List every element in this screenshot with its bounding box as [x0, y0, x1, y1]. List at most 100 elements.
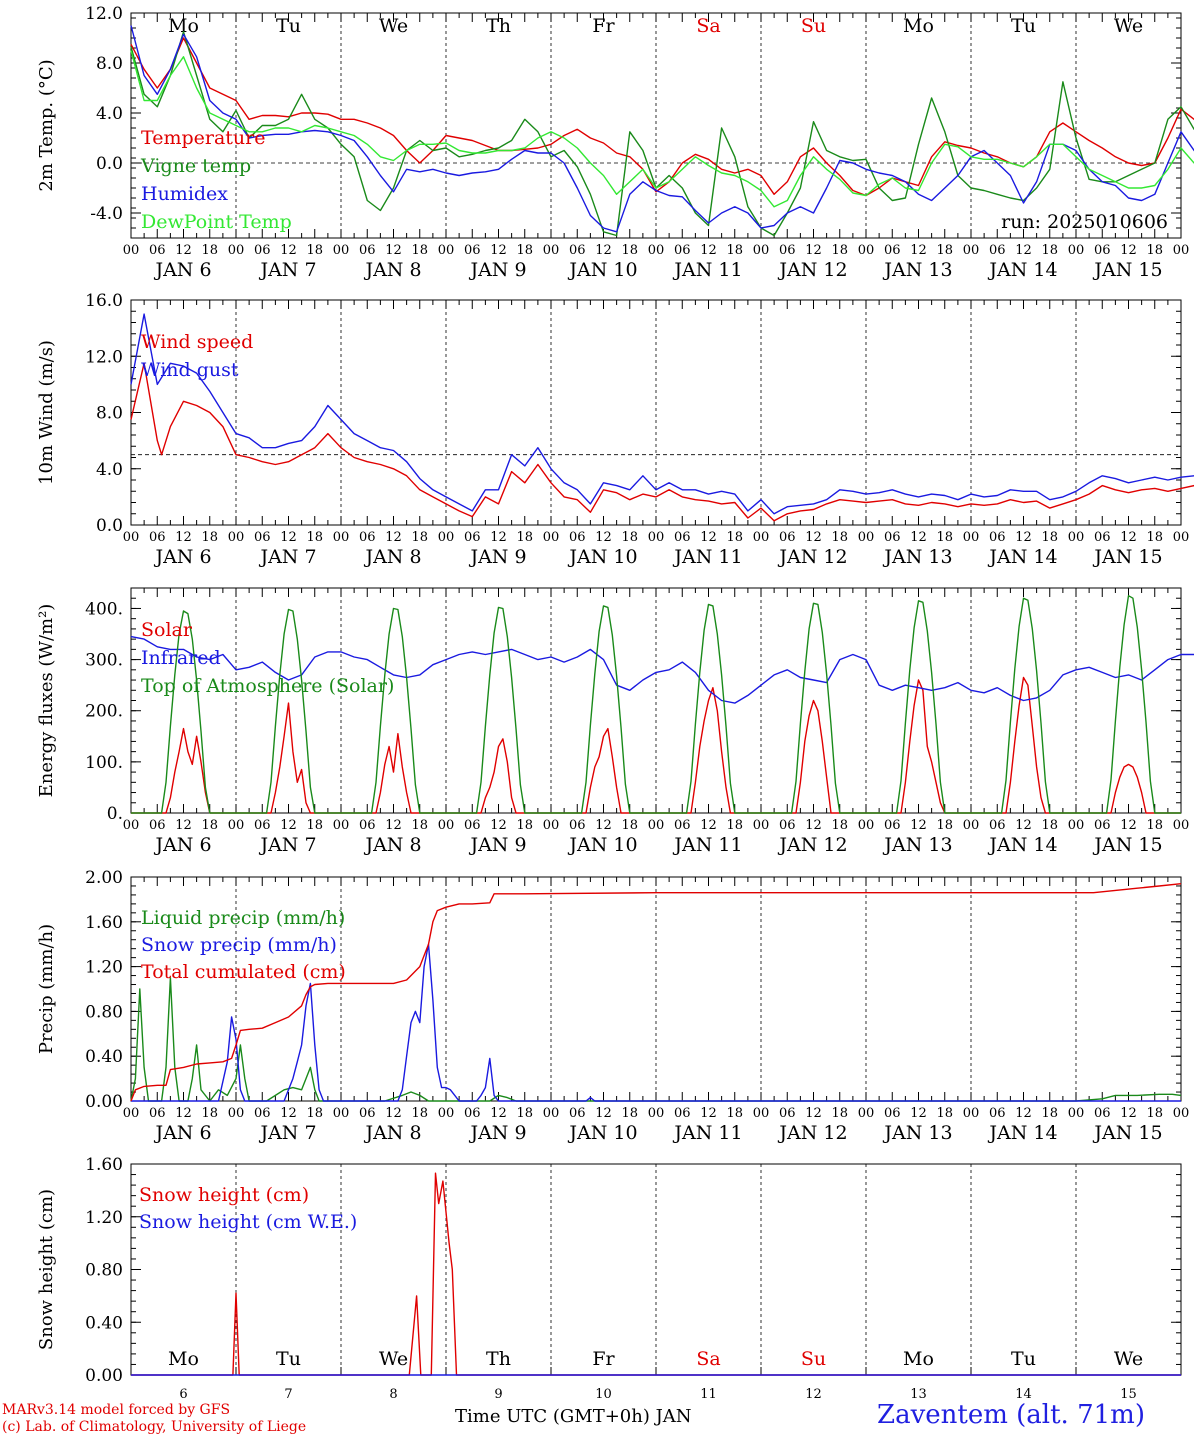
date-label: JAN 8 — [363, 546, 421, 568]
hour-tick-label: 00 — [648, 1106, 665, 1121]
hour-tick-label: 12 — [280, 243, 297, 258]
hour-tick-label: 00 — [963, 1106, 980, 1121]
hour-tick-label: 00 — [1173, 1106, 1190, 1121]
hour-tick-label: 12 — [910, 1106, 927, 1121]
hour-tick-label: 06 — [1094, 1106, 1111, 1121]
hour-tick-label: 18 — [936, 818, 953, 833]
hour-tick-label: 06 — [1094, 818, 1111, 833]
date-label: JAN 7 — [258, 834, 316, 856]
y-tick-label: 8.0 — [96, 54, 123, 74]
weekday-label: Mo — [903, 1348, 934, 1370]
hour-tick-label: 18 — [726, 243, 743, 258]
hour-tick-label: 12 — [385, 1106, 402, 1121]
run-label: run: 2025010606 — [1001, 211, 1168, 233]
date-label: JAN 6 — [153, 834, 211, 856]
hour-tick-label: 12 — [175, 530, 192, 545]
legend-entry: Vigne temp — [140, 155, 251, 177]
station-name: Zaventem (alt. 71m) — [877, 1400, 1145, 1430]
hour-tick-label: 18 — [831, 1106, 848, 1121]
series-line — [130, 25, 1194, 233]
hour-tick-label: 12 — [1120, 243, 1137, 258]
hour-tick-label: 12 — [280, 530, 297, 545]
y-axis-label: 2m Temp. (°C) — [36, 59, 57, 191]
legend-entry: Humidex — [141, 183, 228, 205]
hour-tick-label: 18 — [621, 1106, 638, 1121]
hour-tick-label: 06 — [569, 818, 586, 833]
hour-tick-label: 00 — [333, 530, 350, 545]
legend-entry: Snow precip (mm/h) — [141, 934, 337, 956]
hour-tick-label: 12 — [385, 530, 402, 545]
hour-tick-label: 00 — [438, 818, 455, 833]
hour-tick-label: 12 — [910, 530, 927, 545]
date-label: JAN 14 — [987, 259, 1057, 281]
hour-tick-label: 12 — [805, 530, 822, 545]
hour-tick-label: 18 — [1041, 530, 1058, 545]
hour-tick-label: 00 — [123, 243, 140, 258]
day-number-label: 13 — [910, 1387, 927, 1402]
y-axis-label: Energy fluxes (W/m²) — [36, 604, 57, 798]
weekday-label: Mo — [168, 15, 199, 37]
hour-tick-label: 06 — [1094, 243, 1111, 258]
y-tick-label: 0.40 — [85, 1313, 123, 1333]
hour-tick-label: 06 — [674, 530, 691, 545]
hour-tick-label: 18 — [411, 818, 428, 833]
hour-tick-label: 00 — [1068, 243, 1085, 258]
series-line — [130, 50, 1194, 208]
y-tick-label: 400. — [85, 599, 123, 619]
y-axis-label: Snow height (cm) — [36, 1189, 57, 1350]
legend-entry: Temperature — [141, 127, 265, 149]
legend-entry: Solar — [141, 619, 193, 641]
weekday-label: Sa — [696, 15, 720, 37]
legend-entry: Liquid precip (mm/h) — [141, 907, 345, 929]
hour-tick-label: 12 — [805, 243, 822, 258]
weekday-label: We — [1114, 15, 1143, 37]
series-line — [130, 313, 1194, 515]
date-label: JAN 9 — [468, 259, 526, 281]
hour-tick-label: 18 — [726, 530, 743, 545]
hour-tick-label: 06 — [674, 243, 691, 258]
date-label: JAN 12 — [777, 834, 847, 856]
date-label: JAN 8 — [363, 259, 421, 281]
y-tick-label: 1.20 — [85, 958, 123, 978]
hour-tick-label: 06 — [254, 243, 271, 258]
hour-tick-label: 18 — [411, 243, 428, 258]
hour-tick-label: 00 — [963, 243, 980, 258]
date-label: JAN 13 — [882, 546, 952, 568]
date-label: JAN 10 — [567, 259, 637, 281]
hour-tick-label: 00 — [228, 243, 245, 258]
hour-tick-label: 18 — [306, 530, 323, 545]
hour-tick-label: 12 — [1120, 530, 1137, 545]
date-label: JAN 9 — [468, 834, 526, 856]
hour-tick-label: 00 — [1068, 1106, 1085, 1121]
hour-tick-label: 00 — [123, 1106, 140, 1121]
hour-tick-label: 12 — [490, 243, 507, 258]
y-tick-label: 4.0 — [96, 104, 123, 124]
y-tick-label: 300. — [85, 651, 123, 671]
hour-tick-label: 00 — [543, 818, 560, 833]
hour-tick-label: 00 — [963, 818, 980, 833]
hour-tick-label: 18 — [516, 818, 533, 833]
weekday-label: We — [379, 1348, 408, 1370]
hour-tick-label: 12 — [910, 243, 927, 258]
day-number-label: 10 — [595, 1387, 612, 1402]
hour-tick-label: 18 — [831, 530, 848, 545]
y-tick-label: 0.0 — [96, 516, 123, 536]
date-label: JAN 9 — [468, 546, 526, 568]
hour-tick-label: 18 — [621, 818, 638, 833]
hour-tick-label: 12 — [700, 243, 717, 258]
hour-tick-label: 12 — [700, 530, 717, 545]
legend-entry: Snow height (cm) — [139, 1184, 309, 1206]
y-tick-label: 12.0 — [85, 347, 123, 367]
hour-tick-label: 06 — [1094, 530, 1111, 545]
day-number-label: 8 — [389, 1387, 397, 1402]
date-label: JAN 6 — [153, 259, 211, 281]
date-label: JAN 8 — [363, 834, 421, 856]
y-tick-label: -4.0 — [90, 204, 123, 224]
legend-entry: Wind speed — [141, 331, 253, 353]
hour-tick-label: 00 — [858, 1106, 875, 1121]
series-line — [131, 595, 1181, 814]
hour-tick-label: 00 — [1173, 243, 1190, 258]
y-tick-label: 0.00 — [85, 1366, 123, 1386]
date-label: JAN 11 — [672, 259, 742, 281]
hour-tick-label: 12 — [490, 818, 507, 833]
